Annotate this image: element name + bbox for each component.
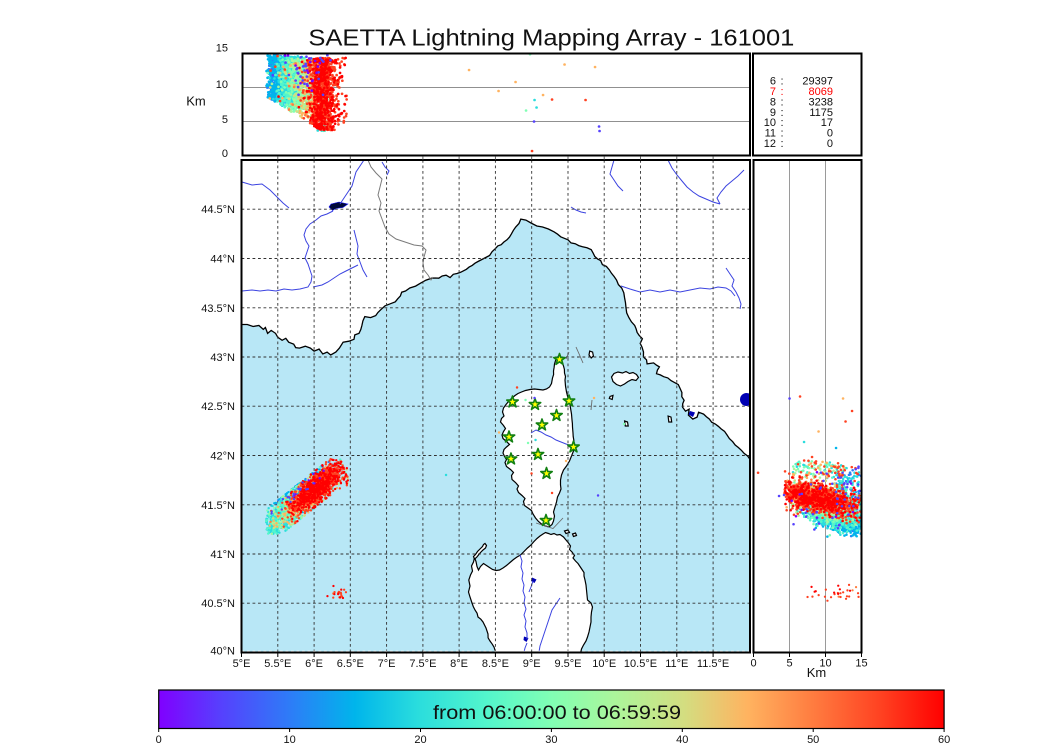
svg-text:10: 10 [819,658,831,670]
svg-text:0: 0 [750,658,756,670]
svg-text:43.5°N: 43.5°N [201,303,235,315]
svg-text:7°E: 7°E [378,658,396,670]
svg-text:5.5°E: 5.5°E [264,658,291,670]
svg-text:5: 5 [222,114,228,126]
svg-text::: : [780,128,783,140]
svg-text::: : [780,138,783,150]
svg-text:7.5°E: 7.5°E [409,658,436,670]
svg-text:0: 0 [222,148,228,160]
svg-text:10: 10 [216,79,228,91]
svg-text:12: 12 [764,138,776,150]
svg-text:5: 5 [786,658,792,670]
svg-text:41°N: 41°N [210,549,235,561]
svg-text:3238: 3238 [809,96,833,108]
svg-text:8: 8 [770,96,776,108]
svg-text:43°N: 43°N [210,352,235,364]
svg-text:8069: 8069 [809,86,833,98]
svg-text:9: 9 [770,107,776,119]
svg-text:8°E: 8°E [450,658,468,670]
svg-text:42°N: 42°N [210,451,235,463]
svg-text:50: 50 [807,734,819,746]
svg-text:11: 11 [765,128,776,140]
svg-text::: : [780,96,783,108]
svg-text:SAETTA Lightning Mapping Array: SAETTA Lightning Mapping Array - 161001 [308,25,794,51]
svg-text:Km: Km [186,94,206,109]
svg-text:1175: 1175 [809,107,833,119]
svg-text:0: 0 [827,138,833,150]
svg-text:41.5°N: 41.5°N [201,500,235,512]
svg-text:from 06:00:00 to 06:59:59: from 06:00:00 to 06:59:59 [433,703,681,724]
svg-text::: : [780,107,783,119]
svg-text:7: 7 [770,86,776,98]
svg-text:30: 30 [545,734,557,746]
svg-text:11.5°E: 11.5°E [697,658,729,670]
svg-text:40°N: 40°N [210,646,235,658]
svg-text::: : [780,76,783,88]
svg-text:0: 0 [827,128,833,140]
svg-text:42.5°N: 42.5°N [201,401,235,413]
svg-text:9°E: 9°E [523,658,541,670]
svg-text:10°E: 10°E [592,658,616,670]
svg-text:15: 15 [216,43,228,55]
svg-text:6: 6 [770,76,776,88]
svg-text:11°E: 11°E [665,658,688,670]
svg-text:29397: 29397 [802,76,833,88]
svg-text::: : [780,117,783,129]
svg-text::: : [780,86,783,98]
svg-text:6°E: 6°E [305,658,323,670]
svg-text:9.5°E: 9.5°E [554,658,581,670]
svg-text:44°N: 44°N [210,254,235,266]
svg-text:44.5°N: 44.5°N [201,204,235,216]
svg-text:10: 10 [283,734,295,746]
svg-text:40: 40 [676,734,688,746]
svg-text:17: 17 [821,117,833,129]
svg-text:5°E: 5°E [233,658,251,670]
svg-text:0: 0 [156,734,162,746]
svg-text:Km: Km [807,665,827,680]
svg-text:8.5°E: 8.5°E [482,658,509,670]
svg-text:6.5°E: 6.5°E [337,658,364,670]
svg-text:15: 15 [855,658,867,670]
svg-text:10.5°E: 10.5°E [624,658,657,670]
svg-text:40.5°N: 40.5°N [201,598,235,610]
svg-text:10: 10 [764,117,776,129]
svg-text:60: 60 [938,734,950,746]
svg-text:20: 20 [414,734,426,746]
